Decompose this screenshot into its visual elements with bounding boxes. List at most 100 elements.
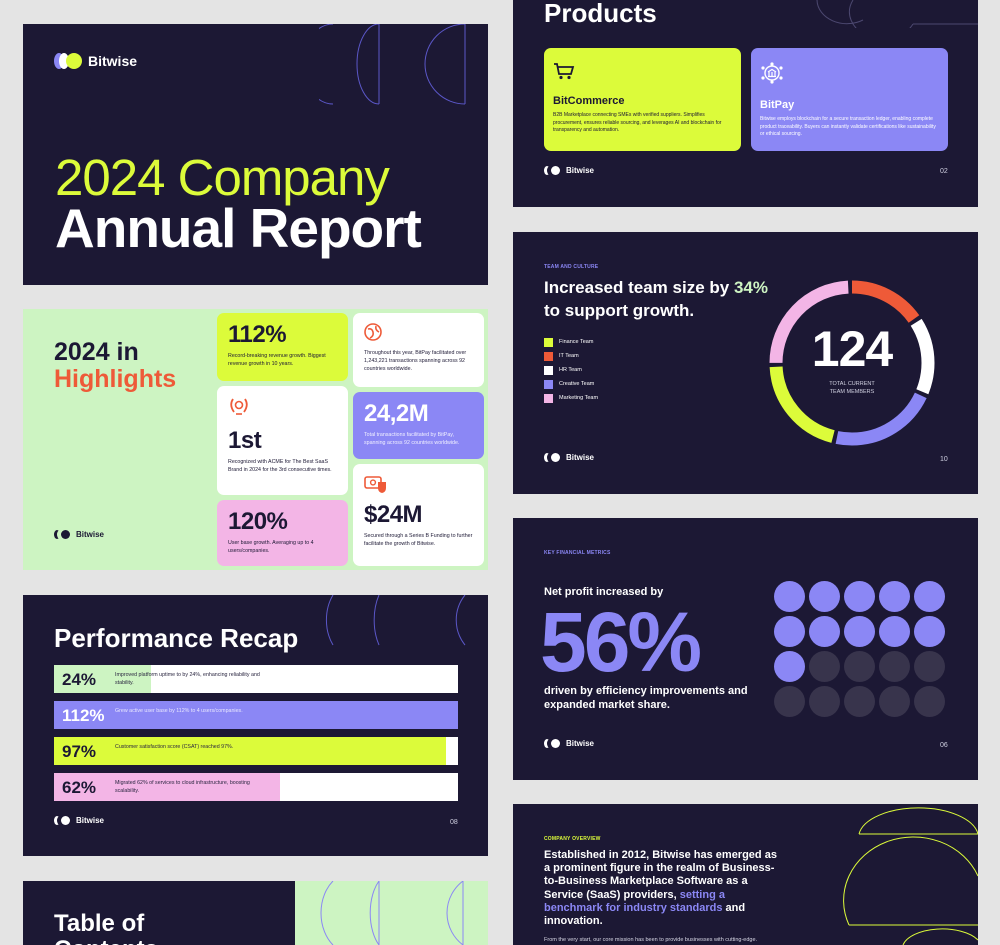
- transactions-info-text: Throughout this year, BitPay facilitated…: [364, 350, 467, 372]
- profit-dot: [879, 616, 910, 647]
- revenue-card: 112% Record-breaking revenue growth. Big…: [217, 313, 348, 381]
- profit-dot: [809, 651, 840, 682]
- toc-title: Table of Contents: [54, 911, 158, 945]
- legend-swatch: [544, 379, 553, 389]
- team-total-block: 124 TOTAL CURRENT TEAM MEMBERS: [766, 324, 938, 397]
- products-slide: Products BitCommerce B2B Marketplace con…: [513, 0, 978, 207]
- performance-bar-desc: Grew active user base by 112% to 4 users…: [115, 708, 243, 714]
- award-card: 1st Recognized with ACME for The Best Sa…: [217, 386, 348, 495]
- profit-line1: Net profit increased by: [544, 586, 664, 598]
- overview-text-accent: setting a benchmark for industry standar…: [544, 888, 725, 914]
- transactions-text: Total transactions facilitated by BitPay…: [364, 432, 460, 446]
- profit-dot: [809, 616, 840, 647]
- legend-label: Finance Team: [559, 339, 594, 345]
- logo-mark-icon: [54, 530, 70, 539]
- donut-segment: [769, 280, 935, 446]
- performance-bar-desc: Improved platform uptime to by 24%, enha…: [115, 672, 260, 686]
- profit-dot: [914, 651, 945, 682]
- legend-label: IT Team: [559, 353, 579, 359]
- profit-dot: [879, 581, 910, 612]
- overview-text: Established in 2012, Bitwise has emerged…: [544, 849, 784, 928]
- legend-item: Finance Team: [544, 335, 598, 349]
- performance-bar-fill: [54, 701, 458, 729]
- toc-title-line1: Table of: [54, 910, 145, 937]
- laurel-icon: [228, 396, 337, 419]
- highlights-title-line1: 2024 in: [54, 338, 139, 366]
- decorative-arcs: [319, 24, 466, 105]
- overview-small-text: From the very start, our core mission ha…: [544, 937, 758, 943]
- page-number: 06: [940, 742, 948, 749]
- profit-dot: [879, 651, 910, 682]
- logo-mark-icon: [544, 453, 560, 462]
- donut-segment: [769, 280, 935, 446]
- profit-dot: [914, 581, 945, 612]
- performance-bar: 62% Migrated 62% of services to cloud in…: [54, 773, 458, 801]
- decorative-arcs: [325, 595, 466, 646]
- logo-mark-icon: [544, 166, 560, 175]
- transactions-info-card: Throughout this year, BitPay facilitated…: [353, 313, 484, 387]
- logo-mark-icon: [54, 53, 82, 69]
- donut-segment: [769, 280, 935, 446]
- page-number: 02: [940, 168, 948, 175]
- toc-slide: Table of Contents: [23, 881, 488, 945]
- performance-slide: Performance Recap 24% Improved platform …: [23, 595, 488, 856]
- team-total-label: TOTAL CURRENT TEAM MEMBERS: [829, 381, 875, 396]
- profit-dot: [809, 686, 840, 717]
- profit-dot: [774, 581, 805, 612]
- users-text: User base growth. Averaging up to 4 user…: [228, 540, 314, 554]
- performance-bar-pct: 97%: [62, 742, 97, 761]
- logo-text: Bitwise: [76, 530, 105, 539]
- performance-bar: 97% Customer satisfaction score (CSAT) r…: [54, 737, 458, 765]
- cart-icon: [553, 62, 732, 83]
- bitwise-logo: Bitwise: [54, 530, 104, 539]
- product-desc: B2B Marketplace connecting SMEs with ver…: [553, 112, 722, 133]
- logo-mark-icon: [544, 739, 560, 748]
- legend-item: Marketing Team: [544, 391, 598, 405]
- legend-label: Marketing Team: [559, 395, 599, 401]
- team-title-pre: Increased team size by: [544, 278, 734, 297]
- performance-bar-desc: Customer satisfaction score (CSAT) reach…: [115, 744, 234, 750]
- product-name: BitPay: [760, 99, 795, 111]
- product-card-bitcommerce: BitCommerce B2B Marketplace connecting S…: [544, 48, 741, 151]
- logo-text: Bitwise: [566, 453, 595, 462]
- team-legend: Finance Team IT Team HR Team Creative Te…: [544, 335, 598, 405]
- highlights-slide: 2024 in Highlights Bitwise 112% Record-b…: [23, 309, 488, 570]
- performance-bar-pct: 62%: [62, 778, 97, 797]
- logo-text: Bitwise: [566, 166, 595, 175]
- profit-dot: [844, 581, 875, 612]
- performance-bar-pct: 24%: [62, 670, 97, 689]
- legend-swatch: [544, 365, 553, 375]
- transactions-value: 24,2M: [364, 400, 429, 427]
- legend-swatch: [544, 337, 553, 347]
- award-text: Recognized with ACME for The Best SaaS B…: [228, 459, 332, 473]
- profit-dot: [809, 581, 840, 612]
- products-title: Products: [544, 0, 657, 28]
- performance-bar-fill: [54, 773, 281, 801]
- logo-text: Bitwise: [88, 53, 138, 69]
- performance-bar-pct: 112%: [62, 706, 105, 725]
- logo-mark-icon: [54, 816, 70, 825]
- legend-swatch: [544, 351, 553, 361]
- decorative-arcs: [320, 881, 464, 945]
- performance-bar-desc: Migrated 62% of services to cloud infras…: [115, 780, 250, 794]
- toc-accent-panel: [295, 881, 488, 945]
- profit-value: 56%: [540, 595, 702, 689]
- cover-title-line2: Annual Report: [55, 197, 422, 259]
- team-eyebrow: TEAM AND CULTURE: [544, 264, 599, 270]
- overview-eyebrow: COMPANY OVERVIEW: [544, 836, 601, 842]
- performance-bar: 112% Grew active user base by 112% to 4 …: [54, 701, 458, 729]
- funding-card: $24M Secured through a Series B Funding …: [353, 464, 484, 566]
- bitwise-logo: Bitwise: [54, 816, 104, 825]
- legend-label: HR Team: [559, 367, 582, 373]
- profit-dot: [774, 651, 805, 682]
- product-card-bitpay: BitPay Bitwise employs blockchain for a …: [751, 48, 948, 151]
- legend-item: HR Team: [544, 363, 598, 377]
- performance-bar: 24% Improved platform uptime to by 24%, …: [54, 665, 458, 693]
- decorative-arcs: [816, 0, 978, 28]
- overview-text-main: Established in 2012, Bitwise has emerged…: [544, 849, 777, 901]
- bitwise-logo: Bitwise: [544, 739, 594, 748]
- highlights-title: 2024 in Highlights: [54, 339, 176, 393]
- revenue-value: 112%: [228, 321, 287, 348]
- toc-title-line2: Contents: [54, 936, 158, 945]
- funding-text: Secured through a Series B Funding to fu…: [364, 533, 473, 547]
